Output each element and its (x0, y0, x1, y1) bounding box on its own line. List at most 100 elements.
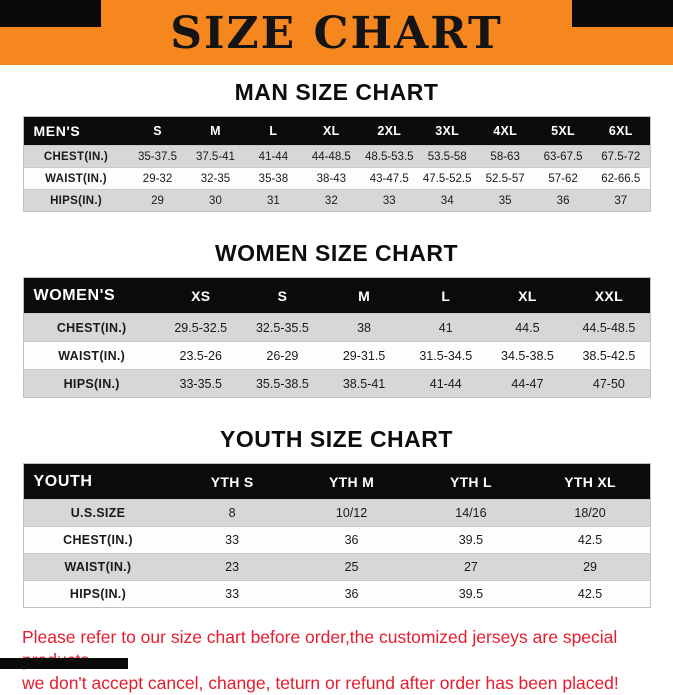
row-label: HIPS(IN.) (50, 194, 102, 207)
size-cell: 52.5-57 (485, 172, 525, 185)
size-cell: 44.5 (515, 320, 540, 335)
size-cell: 33 (382, 194, 396, 207)
section-heading: YOUTH SIZE CHART (220, 426, 453, 452)
table-row: WAIST(IN.) 23 25 27 29 (23, 553, 650, 581)
bottom-left-decoration (0, 658, 128, 669)
table-title: WOMEN'S (23, 277, 160, 314)
header-row: MEN'S S M L XL 2XL 3XL 4XL 5XL 6XL (23, 116, 650, 146)
size-cell: 10/12 (335, 506, 368, 520)
size-cell: 38-43 (316, 172, 347, 185)
size-cell: 41 (438, 320, 453, 335)
column-header: YTH L (411, 463, 531, 500)
size-cell: 35-37.5 (138, 150, 178, 163)
size-cell: 14/16 (455, 506, 487, 520)
size-cell: 26-29 (266, 348, 299, 363)
footer-line-2: we don't accept cancel, change, teturn o… (22, 673, 619, 693)
column-header: XXL (568, 277, 650, 314)
row-label: U.S.SIZE (70, 506, 126, 520)
section-heading: MAN SIZE CHART (234, 79, 439, 105)
table-row: WAIST(IN.) 23.5-26 26-29 29-31.5 31.5-34.5 34… (23, 341, 650, 370)
row-label: CHEST(IN.) (63, 533, 133, 547)
table-row: CHEST(IN.) 29.5-32.5 32.5-35.5 38 41 44.5 44.5… (23, 313, 650, 342)
table-row: HIPS(IN.) 33 36 39.5 42.5 (23, 580, 650, 608)
size-cell: 29-32 (142, 172, 173, 185)
column-header: 4XL (476, 116, 535, 146)
size-cell: 29-31.5 (342, 348, 386, 363)
size-cell: 62-66.5 (601, 172, 641, 185)
size-cell: 48.5-53.5 (364, 150, 414, 163)
header-row: YOUTH YTH S YTH M YTH L YTH XL (23, 463, 650, 500)
size-chart-section-1: WOMEN SIZE CHART WOMEN'S XS S M L XL XXL CHEST(I… (0, 240, 673, 398)
size-cell: 67.5-72 (601, 150, 641, 163)
size-cell: 63-67.5 (543, 150, 583, 163)
sections-container: MAN SIZE CHART MEN'S S M L XL 2XL 3XL 4XL 5XL 6XL C… (0, 79, 673, 608)
size-cell: 42.5 (577, 587, 603, 601)
size-cell: 29 (151, 194, 164, 207)
column-header: L (244, 116, 303, 146)
size-cell: 47-50 (592, 376, 625, 391)
page-title: SIZE CHART (170, 8, 503, 59)
row-label: WAIST(IN.) (45, 172, 107, 185)
table-title: MEN'S (23, 116, 129, 146)
column-header: L (404, 277, 487, 314)
row-label: HIPS(IN.) (63, 376, 120, 391)
size-cell: 42.5 (577, 533, 603, 547)
size-cell: 39.5 (458, 533, 484, 547)
size-cell: 34 (440, 194, 454, 207)
column-header: YTH XL (530, 463, 650, 500)
section-heading: WOMEN SIZE CHART (214, 240, 459, 266)
size-cell: 44-47 (511, 376, 544, 391)
row-label: WAIST(IN.) (64, 560, 132, 574)
corner-left-decoration (0, 0, 101, 27)
size-cell: 38.5-41 (342, 376, 386, 391)
banner: SIZE CHART (0, 0, 673, 65)
size-cell: 43-47.5 (369, 172, 409, 185)
size-cell: 38 (357, 320, 372, 335)
size-cell: 41-44 (429, 376, 462, 391)
size-cell: 35.5-38.5 (255, 376, 309, 391)
size-cell: 23 (225, 560, 240, 574)
column-header: 2XL (360, 116, 419, 146)
table-row: HIPS(IN.) 33-35.5 35.5-38.5 38.5-41 41-44 44-… (23, 369, 650, 398)
size-cell: 31 (266, 194, 280, 207)
size-cell: 39.5 (458, 587, 484, 601)
size-cell: 32.5-35.5 (255, 320, 309, 335)
column-header: S (241, 277, 324, 314)
size-cell: 57-62 (548, 172, 578, 185)
row-label: HIPS(IN.) (69, 587, 127, 601)
row-label: CHEST(IN.) (43, 150, 109, 163)
row-label: WAIST(IN.) (58, 348, 126, 363)
column-header: M (186, 116, 245, 146)
column-header: 5XL (534, 116, 593, 146)
size-cell: 32-35 (200, 172, 231, 185)
column-header: YTH M (291, 463, 412, 500)
size-cell: 34.5-38.5 (501, 348, 554, 363)
size-cell: 37.5-41 (195, 150, 235, 163)
table-row: CHEST(IN.) 33 36 39.5 42.5 (23, 526, 650, 554)
size-cell: 30 (209, 194, 222, 207)
column-header: XS (159, 277, 242, 314)
size-cell: 29.5-32.5 (174, 320, 228, 335)
column-header: S (128, 116, 187, 146)
size-cell: 44-48.5 (311, 150, 351, 163)
table-row: CHEST(IN.) 35-37.5 37.5-41 41-44 44-48.5 48.5… (23, 145, 650, 168)
size-cell: 38.5-42.5 (582, 348, 636, 363)
size-cell: 58-63 (490, 150, 520, 163)
size-cell: 36 (344, 587, 359, 601)
size-table-1: WOMEN'S XS S M L XL XXL CHEST(IN.) 29.5-32.5 32.5… (22, 277, 651, 398)
size-cell: 33 (225, 587, 240, 601)
table-row: U.S.SIZE 8 10/12 14/16 18/20 (23, 499, 650, 527)
size-cell: 23.5-26 (179, 348, 222, 363)
column-header: 3XL (418, 116, 477, 146)
column-header: XL (486, 277, 569, 314)
header-row: WOMEN'S XS S M L XL XXL (23, 277, 650, 314)
size-cell: 29 (583, 560, 597, 574)
size-cell: 27 (463, 560, 478, 574)
size-cell: 36 (344, 533, 359, 547)
size-cell: 31.5-34.5 (419, 348, 473, 363)
size-cell: 35 (498, 194, 512, 207)
column-header: 6XL (592, 116, 650, 146)
size-chart-section-0: MAN SIZE CHART MEN'S S M L XL 2XL 3XL 4XL 5XL 6XL C… (0, 79, 673, 212)
size-cell: 47.5-52.5 (422, 172, 472, 185)
table-row: HIPS(IN.) 29 30 31 32 33 34 35 36 37 (23, 189, 650, 212)
